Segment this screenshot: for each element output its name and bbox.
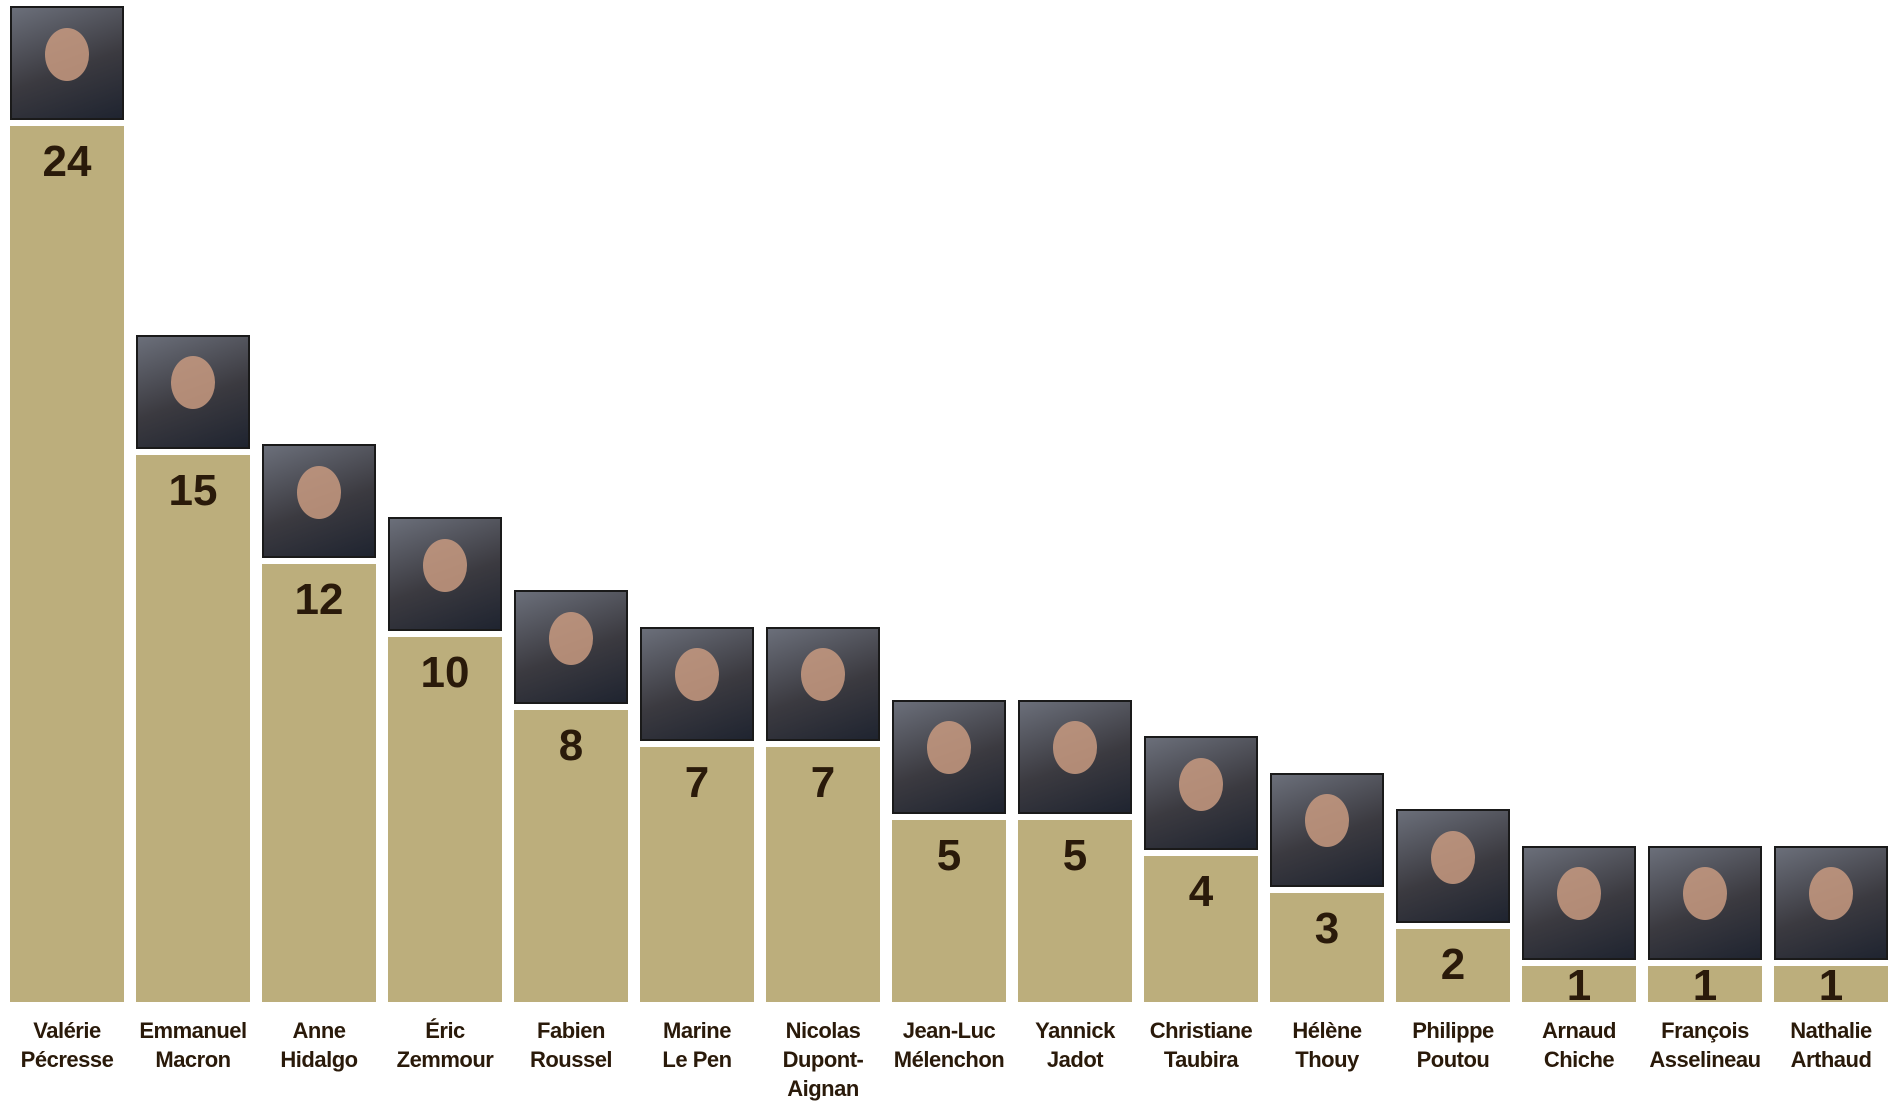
category-label: Valérie Pécresse: [2, 1016, 132, 1074]
value-label: 1: [1648, 964, 1762, 1008]
candidate-photo: [1774, 846, 1888, 960]
category-label: François Asselineau: [1640, 1016, 1770, 1074]
candidate-photo: [388, 517, 502, 631]
category-label: Philippe Poutou: [1388, 1016, 1518, 1074]
value-label: 1: [1774, 964, 1888, 1008]
bar: [262, 564, 376, 1002]
value-label: 12: [262, 578, 376, 622]
candidate-photo: [10, 6, 124, 120]
value-label: 7: [766, 761, 880, 805]
value-label: 5: [892, 834, 1006, 878]
candidate-photo: [1396, 809, 1510, 923]
candidate-photo: [766, 627, 880, 741]
category-label: Emmanuel Macron: [128, 1016, 258, 1074]
candidate-photo: [262, 444, 376, 558]
value-label: 3: [1270, 907, 1384, 951]
category-label: Fabien Roussel: [506, 1016, 636, 1074]
bar: [136, 455, 250, 1003]
category-label: Nicolas Dupont- Aignan: [758, 1016, 888, 1101]
candidate-photo: [1270, 773, 1384, 887]
value-label: 10: [388, 651, 502, 695]
candidate-photo: [136, 335, 250, 449]
category-label: Nathalie Arthaud: [1766, 1016, 1896, 1074]
category-label: Yannick Jadot: [1010, 1016, 1140, 1074]
category-label: Jean-Luc Mélenchon: [884, 1016, 1014, 1074]
value-label: 5: [1018, 834, 1132, 878]
value-label: 1: [1522, 964, 1636, 1008]
category-label: Anne Hidalgo: [254, 1016, 384, 1074]
value-label: 15: [136, 469, 250, 513]
candidate-photo: [1018, 700, 1132, 814]
value-label: 2: [1396, 943, 1510, 987]
candidate-photo: [514, 590, 628, 704]
candidate-photo: [892, 700, 1006, 814]
candidate-photo: [640, 627, 754, 741]
candidate-photo: [1144, 736, 1258, 850]
category-label: Arnaud Chiche: [1514, 1016, 1644, 1074]
candidate-photo: [1522, 846, 1636, 960]
bar: [10, 126, 124, 1002]
candidate-photo: [1648, 846, 1762, 960]
category-label: Christiane Taubira: [1136, 1016, 1266, 1074]
category-label: Éric Zemmour: [380, 1016, 510, 1074]
value-label: 24: [10, 140, 124, 184]
category-label: Marine Le Pen: [632, 1016, 762, 1074]
value-label: 8: [514, 724, 628, 768]
chart: 24Valérie Pécresse15Emmanuel Macron12Ann…: [0, 0, 1897, 1101]
value-label: 7: [640, 761, 754, 805]
category-label: Hélène Thouy: [1262, 1016, 1392, 1074]
value-label: 4: [1144, 870, 1258, 914]
